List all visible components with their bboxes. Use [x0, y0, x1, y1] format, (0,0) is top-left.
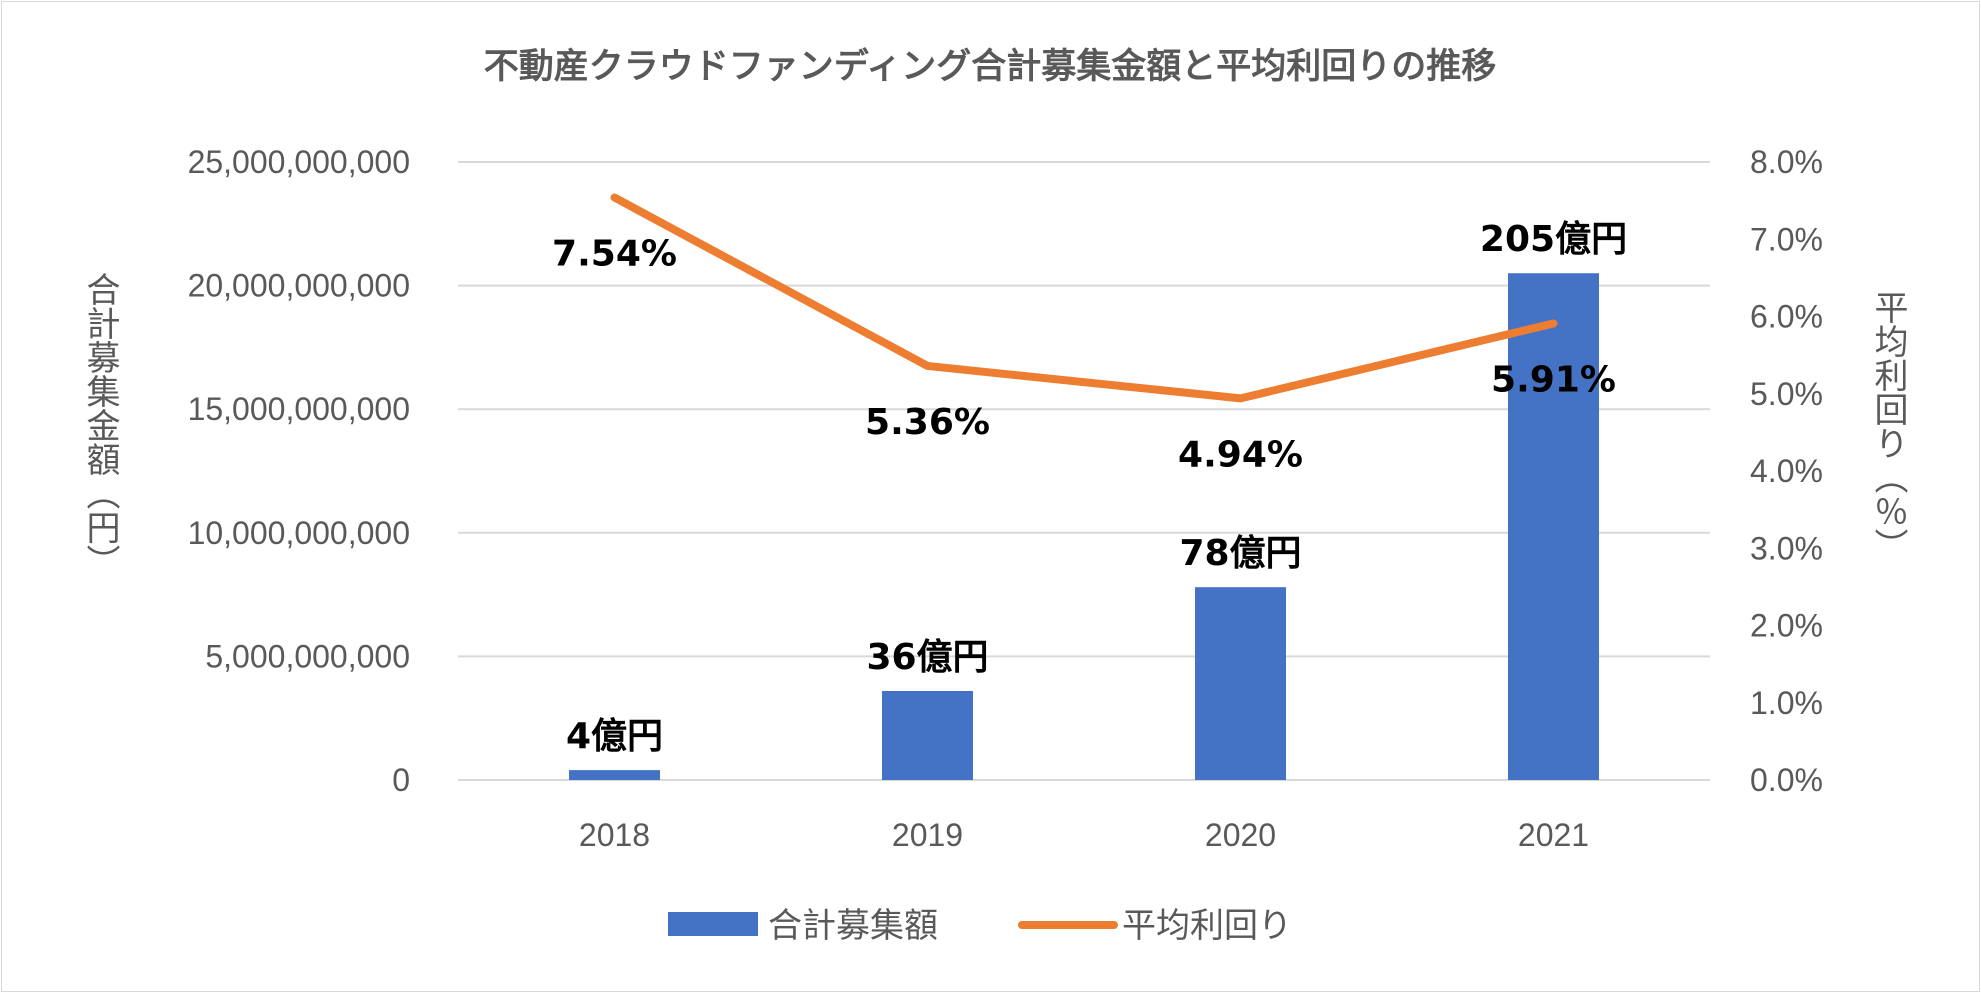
bar-series: [569, 273, 1599, 780]
line-data-label: 5.91%: [1491, 359, 1616, 400]
line-data-label: 7.54%: [552, 234, 677, 275]
right-tick-label: 6.0%: [1750, 299, 1823, 335]
left-tick-label: 25,000,000,000: [188, 144, 410, 180]
legend-bar-label: 合計募集額: [768, 906, 938, 946]
axis-titles: 合計募集金額（円） 平均利回り（％）: [80, 272, 1908, 578]
bar: [1195, 587, 1286, 780]
bar-data-label: 205億円: [1480, 219, 1627, 260]
right-tick-label: 1.0%: [1750, 685, 1823, 721]
left-tick-label: 5,000,000,000: [205, 638, 410, 674]
legend[interactable]: 合計募集額 平均利回り: [668, 906, 1292, 946]
x-axis-ticks: 2018 2019 2020 2021: [579, 817, 1589, 853]
left-tick-label: 10,000,000,000: [188, 515, 410, 551]
bar-data-label: 4億円: [566, 716, 663, 757]
left-axis-title: 合計募集金額（円）: [80, 272, 120, 578]
line-path: [610, 193, 1558, 403]
right-axis-title: 平均利回り（％）: [1868, 290, 1908, 562]
right-tick-label: 7.0%: [1750, 221, 1823, 257]
bar: [1508, 273, 1599, 780]
bar-data-label: 78億円: [1179, 533, 1301, 574]
left-tick-label: 20,000,000,000: [188, 268, 410, 304]
x-tick-label: 2021: [1518, 817, 1589, 853]
bar-data-label: 36億円: [866, 637, 988, 678]
x-tick-label: 2019: [892, 817, 963, 853]
gridlines: [458, 161, 1710, 781]
right-tick-label: 0.0%: [1750, 762, 1823, 798]
left-axis-ticks: 0 5,000,000,000 10,000,000,000 15,000,000,0…: [188, 144, 410, 798]
right-tick-label: 4.0%: [1750, 453, 1823, 489]
data-labels: 4億円 36億円 78億円 205億円 7.54% 5.36% 4.94% 5.91%: [552, 219, 1627, 757]
legend-bar-swatch: [668, 912, 758, 936]
right-tick-label: 2.0%: [1750, 608, 1823, 644]
right-tick-label: 8.0%: [1750, 144, 1823, 180]
line-data-label: 5.36%: [865, 402, 990, 443]
x-tick-label: 2018: [579, 817, 650, 853]
bar: [882, 691, 973, 780]
line-data-label: 4.94%: [1178, 434, 1303, 475]
right-tick-label: 3.0%: [1750, 530, 1823, 566]
line-series: [610, 193, 1558, 403]
right-axis-ticks: 0.0% 1.0% 2.0% 3.0% 4.0% 5.0% 6.0% 7.0% 8.0%: [1750, 144, 1823, 798]
legend-line-label: 平均利回り: [1122, 906, 1292, 946]
bar: [569, 770, 660, 780]
x-tick-label: 2020: [1205, 817, 1276, 853]
left-tick-label: 0: [392, 762, 410, 798]
left-tick-label: 15,000,000,000: [188, 391, 410, 427]
chart-title: 不動産クラウドファンディング合計募集金額と平均利回りの推移: [484, 46, 1497, 87]
right-tick-label: 5.0%: [1750, 376, 1823, 412]
